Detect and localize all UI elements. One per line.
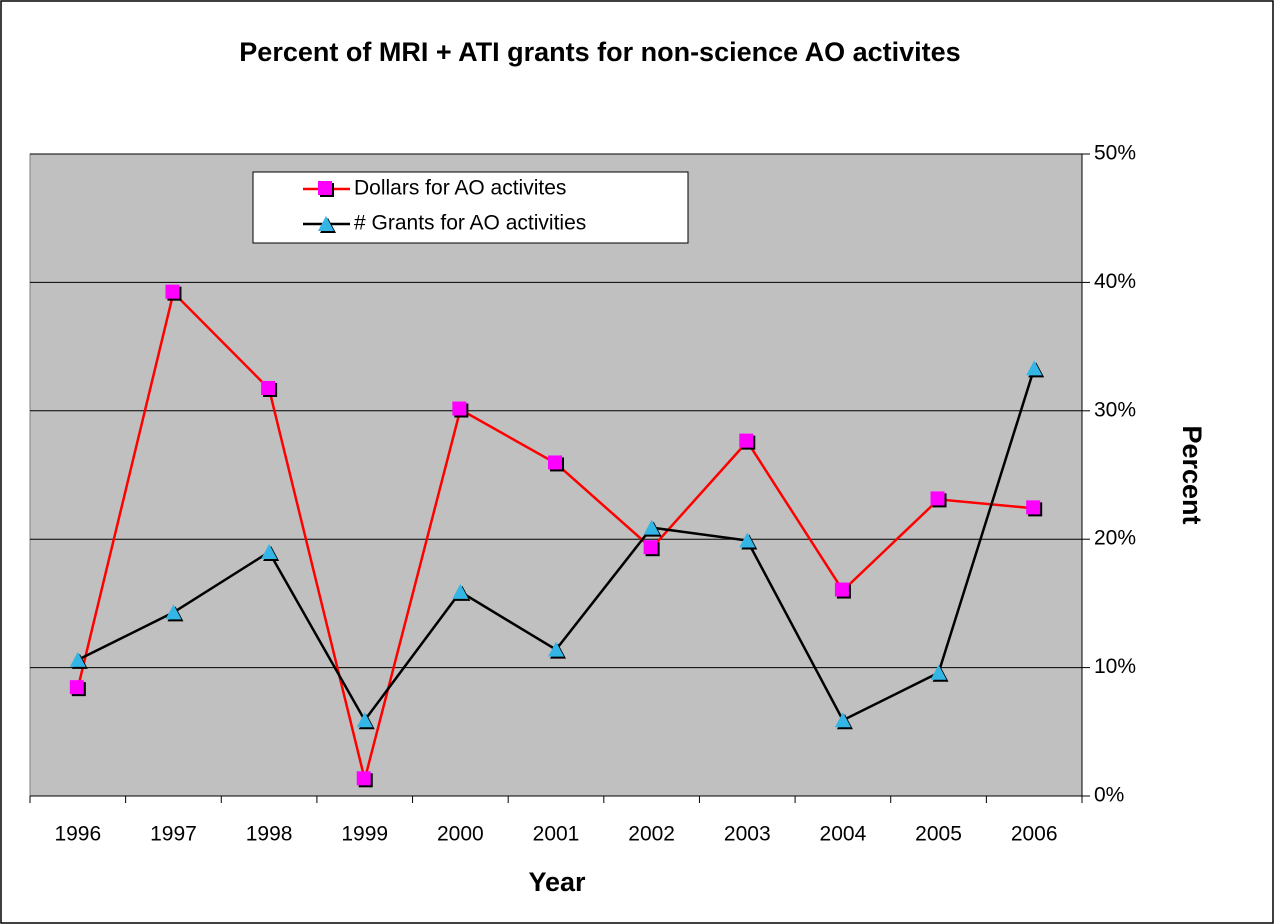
data-point [356,771,373,788]
x-tick-label: 2006 [1011,823,1058,846]
plot-area [29,153,1083,797]
marker-face [318,181,332,195]
data-point [930,491,947,508]
data-point [643,519,662,537]
data-point [69,680,86,697]
y-axis-label: Percent [1177,425,1207,524]
marker-face [1026,500,1041,515]
legend-label: Dollars for AO activites [354,177,566,200]
y-tick-label: 40% [1094,270,1136,293]
y-tick-label: 10% [1094,655,1136,678]
x-tick-label: 1998 [246,823,293,846]
marker-face [548,455,562,470]
x-tick-label: 1997 [150,823,197,846]
legend-marker [318,216,336,233]
data-point [1026,500,1043,517]
data-point [834,712,853,730]
marker-face [356,712,373,728]
x-tick-label: 2000 [437,823,484,846]
data-point [261,544,280,562]
marker-face [548,641,564,657]
marker-face [930,664,947,680]
legend-marker [318,181,334,197]
marker-face [452,401,467,416]
data-point [834,582,851,599]
marker-face [165,284,180,299]
data-point [165,284,182,301]
x-tick-label: 2001 [533,823,580,846]
marker-face [261,544,278,560]
marker-face [69,680,84,695]
marker-face [930,491,945,506]
marker-face [356,771,371,786]
x-tick-label: 2002 [628,823,675,846]
legend-label: # Grants for AO activities [354,212,586,235]
y-tick-label: 0% [1094,784,1124,807]
marker-face [452,583,469,599]
marker-face [643,540,658,555]
data-point [69,651,88,669]
data-point [165,604,184,622]
y-tick-label: 20% [1094,527,1136,550]
data-point [739,532,758,550]
x-tick-label: 2004 [820,823,867,846]
marker-face [739,433,754,448]
marker-face [643,519,660,535]
y-tick-label: 30% [1094,398,1136,421]
marker-face [261,380,276,395]
data-point [930,664,949,682]
y-tick-label: 50% [1094,142,1136,165]
data-point [548,455,564,472]
marker-face [834,582,849,597]
marker-face [1026,360,1043,376]
x-tick-label: 1996 [54,823,101,846]
chart-title: Percent of MRI + ATI grants for non-scie… [239,37,960,67]
x-tick-label: 2003 [724,823,771,846]
marker-face [739,532,756,548]
x-tick-label: 1999 [341,823,388,846]
data-point [1026,360,1045,378]
data-point [452,401,469,418]
data-point [739,433,756,450]
marker-face [318,216,334,231]
data-point [356,712,375,730]
data-point [643,540,660,557]
data-point [261,380,278,397]
data-point [548,641,566,659]
marker-face [69,651,86,667]
marker-face [165,604,182,620]
data-point [452,583,471,601]
x-axis-label: Year [528,867,586,897]
marker-face [834,712,851,728]
x-tick-label: 2005 [915,823,962,846]
